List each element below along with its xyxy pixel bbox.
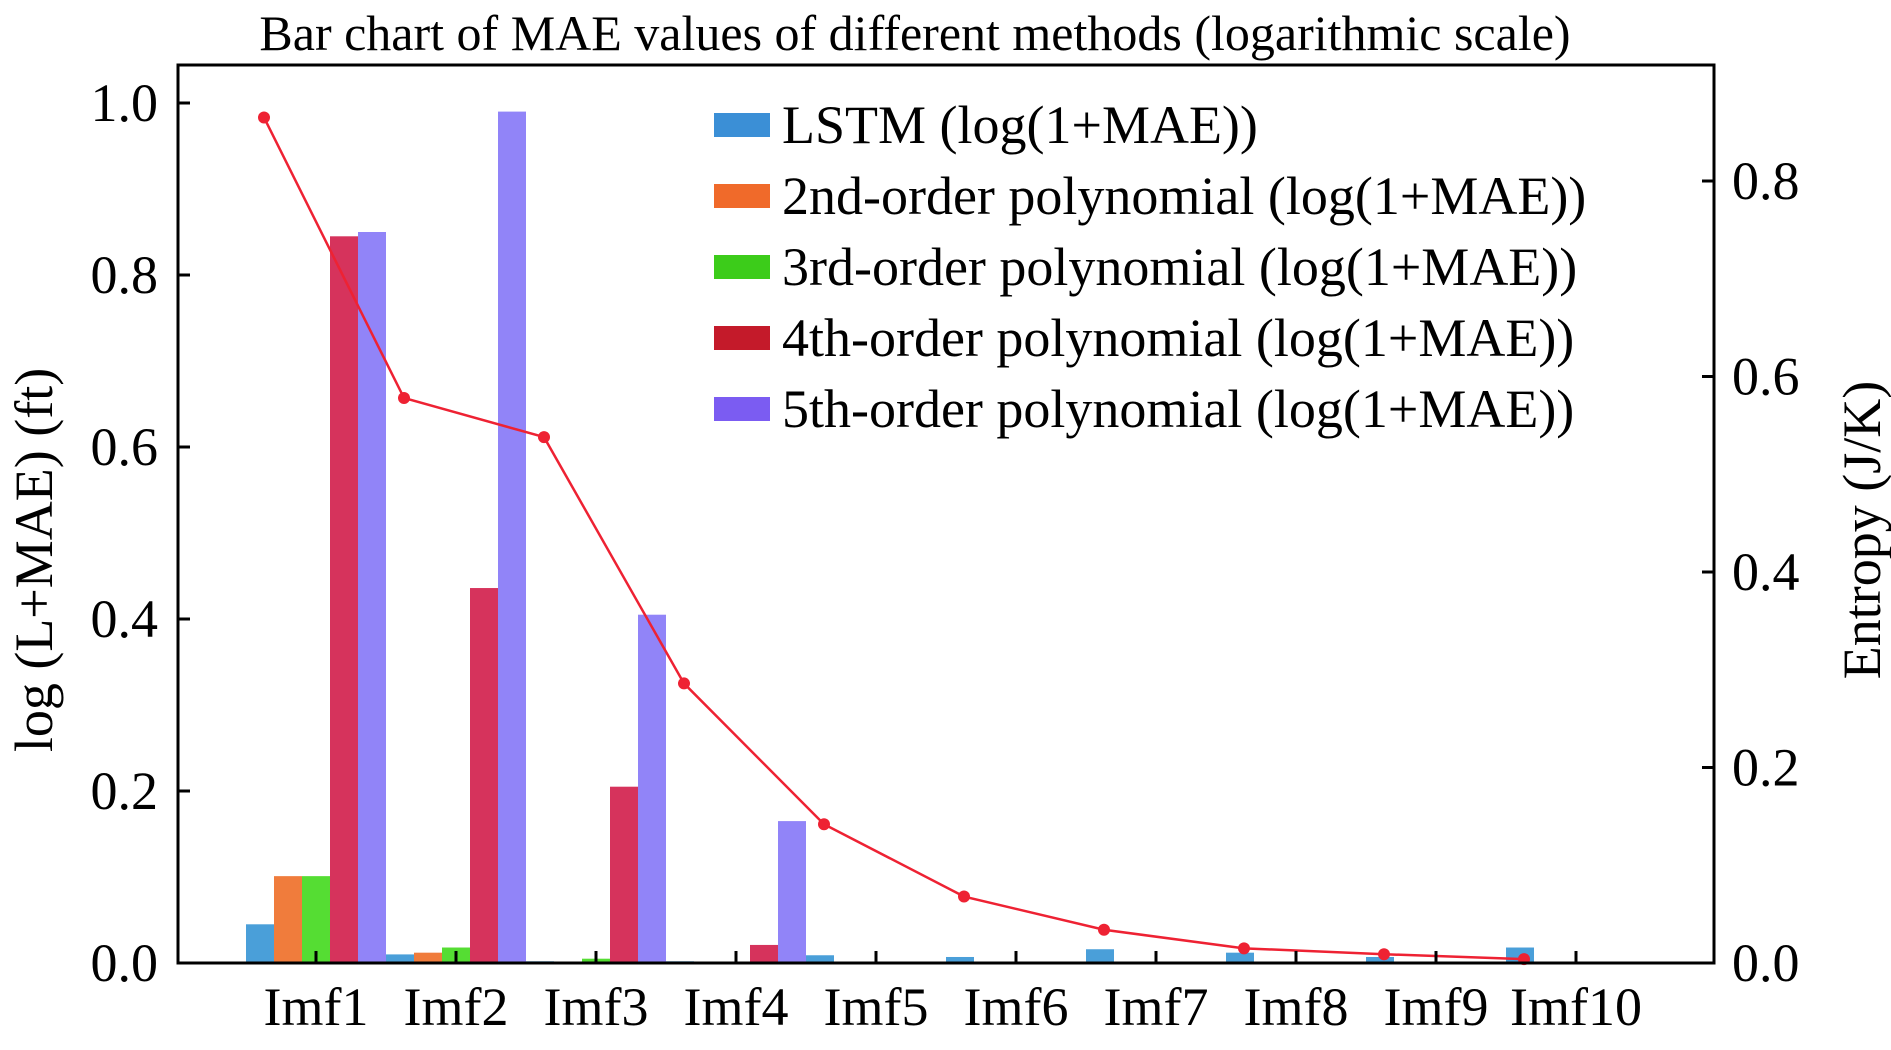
entropy-point-imf1 xyxy=(258,111,270,124)
x-tick-label: Imf3 xyxy=(544,977,649,1037)
right-axis: 0.0 0.2 0.4 0.6 0.8 xyxy=(1702,151,1800,993)
legend: LSTM (log(1+MAE)) 2nd-order polynomial (l… xyxy=(714,95,1586,439)
legend-swatch xyxy=(714,326,770,350)
y2-tick-label: 0.6 xyxy=(1732,347,1800,407)
y-tick-label: 0.0 xyxy=(91,933,159,993)
legend-swatch xyxy=(714,255,770,279)
y2-tick-label: 0.0 xyxy=(1732,933,1800,993)
entropy-line-layer xyxy=(258,111,1530,966)
bar-4-imf4 xyxy=(750,944,778,963)
entropy-point-imf9 xyxy=(1378,948,1390,961)
legend-label: 2nd-order polynomial (log(1+MAE)) xyxy=(782,166,1586,226)
x-tick-label: Imf8 xyxy=(1244,977,1349,1037)
bars-layer xyxy=(246,111,1534,964)
bar-5-imf1 xyxy=(358,232,386,963)
y-tick-label: 1.0 xyxy=(91,73,159,133)
y2-tick-label: 0.2 xyxy=(1732,738,1800,798)
bar-1-imf2 xyxy=(386,954,414,963)
x-tick-label: Imf10 xyxy=(1510,977,1642,1037)
x-axis: Imf1 Imf2 Imf3 Imf4 Imf5 Imf6 Imf7 Imf8 Imf9 Imf1… xyxy=(264,951,1642,1037)
bar-1-imf9 xyxy=(1366,956,1394,963)
bar-1-imf6 xyxy=(946,956,974,963)
legend-swatch xyxy=(714,184,770,208)
bar-2-imf2 xyxy=(414,952,442,963)
x-tick-label: Imf5 xyxy=(824,977,929,1037)
bar-3-imf1 xyxy=(302,876,330,963)
entropy-point-imf3 xyxy=(538,431,550,444)
legend-label: 5th-order polynomial (log(1+MAE)) xyxy=(782,379,1574,439)
bar-5-imf3 xyxy=(638,614,666,963)
y-axis-label: log (L+MAE) (ft) xyxy=(4,368,64,752)
bar-2-imf1 xyxy=(274,876,302,963)
bar-1-imf8 xyxy=(1226,952,1254,963)
entropy-line xyxy=(262,116,1525,961)
entropy-point-imf6 xyxy=(958,890,970,903)
y-tick-label: 0.4 xyxy=(91,589,159,649)
left-axis: 0.0 0.2 0.4 0.6 0.8 1.0 xyxy=(91,73,190,993)
y2-axis-label: Entropy (J/K) xyxy=(1832,381,1891,679)
y-tick-label: 0.2 xyxy=(91,761,159,821)
x-tick-label: Imf7 xyxy=(1104,977,1209,1037)
y-tick-label: 0.6 xyxy=(91,417,159,477)
y-tick-label: 0.8 xyxy=(91,245,159,305)
entropy-point-imf2 xyxy=(398,392,410,405)
bar-4-imf1 xyxy=(330,236,358,964)
legend-label: LSTM (log(1+MAE)) xyxy=(782,95,1258,155)
bar-1-imf5 xyxy=(806,955,834,963)
bar-5-imf4 xyxy=(778,821,806,963)
x-tick-label: Imf6 xyxy=(964,977,1069,1037)
bar-1-imf1 xyxy=(246,924,274,963)
chart-title: Bar chart of MAE values of different met… xyxy=(259,5,1570,61)
legend-label: 3rd-order polynomial (log(1+MAE)) xyxy=(782,237,1577,297)
x-tick-label: Imf1 xyxy=(264,977,369,1037)
bar-1-imf7 xyxy=(1086,949,1114,963)
y2-tick-label: 0.8 xyxy=(1732,151,1800,211)
legend-swatch xyxy=(714,113,770,137)
entropy-point-imf7 xyxy=(1098,923,1110,936)
x-tick-label: Imf4 xyxy=(684,977,789,1037)
plot-frame xyxy=(176,63,1716,965)
entropy-point-imf5 xyxy=(818,818,830,831)
bar-4-imf2 xyxy=(470,588,498,963)
entropy-point-imf8 xyxy=(1238,942,1250,955)
legend-swatch xyxy=(714,397,770,421)
x-tick-label: Imf9 xyxy=(1384,977,1489,1037)
bar-5-imf2 xyxy=(498,111,526,964)
x-tick-label: Imf2 xyxy=(404,977,509,1037)
bar-4-imf3 xyxy=(610,786,638,963)
legend-label: 4th-order polynomial (log(1+MAE)) xyxy=(782,308,1574,368)
y2-tick-label: 0.4 xyxy=(1732,542,1800,602)
entropy-point-imf4 xyxy=(678,677,690,690)
